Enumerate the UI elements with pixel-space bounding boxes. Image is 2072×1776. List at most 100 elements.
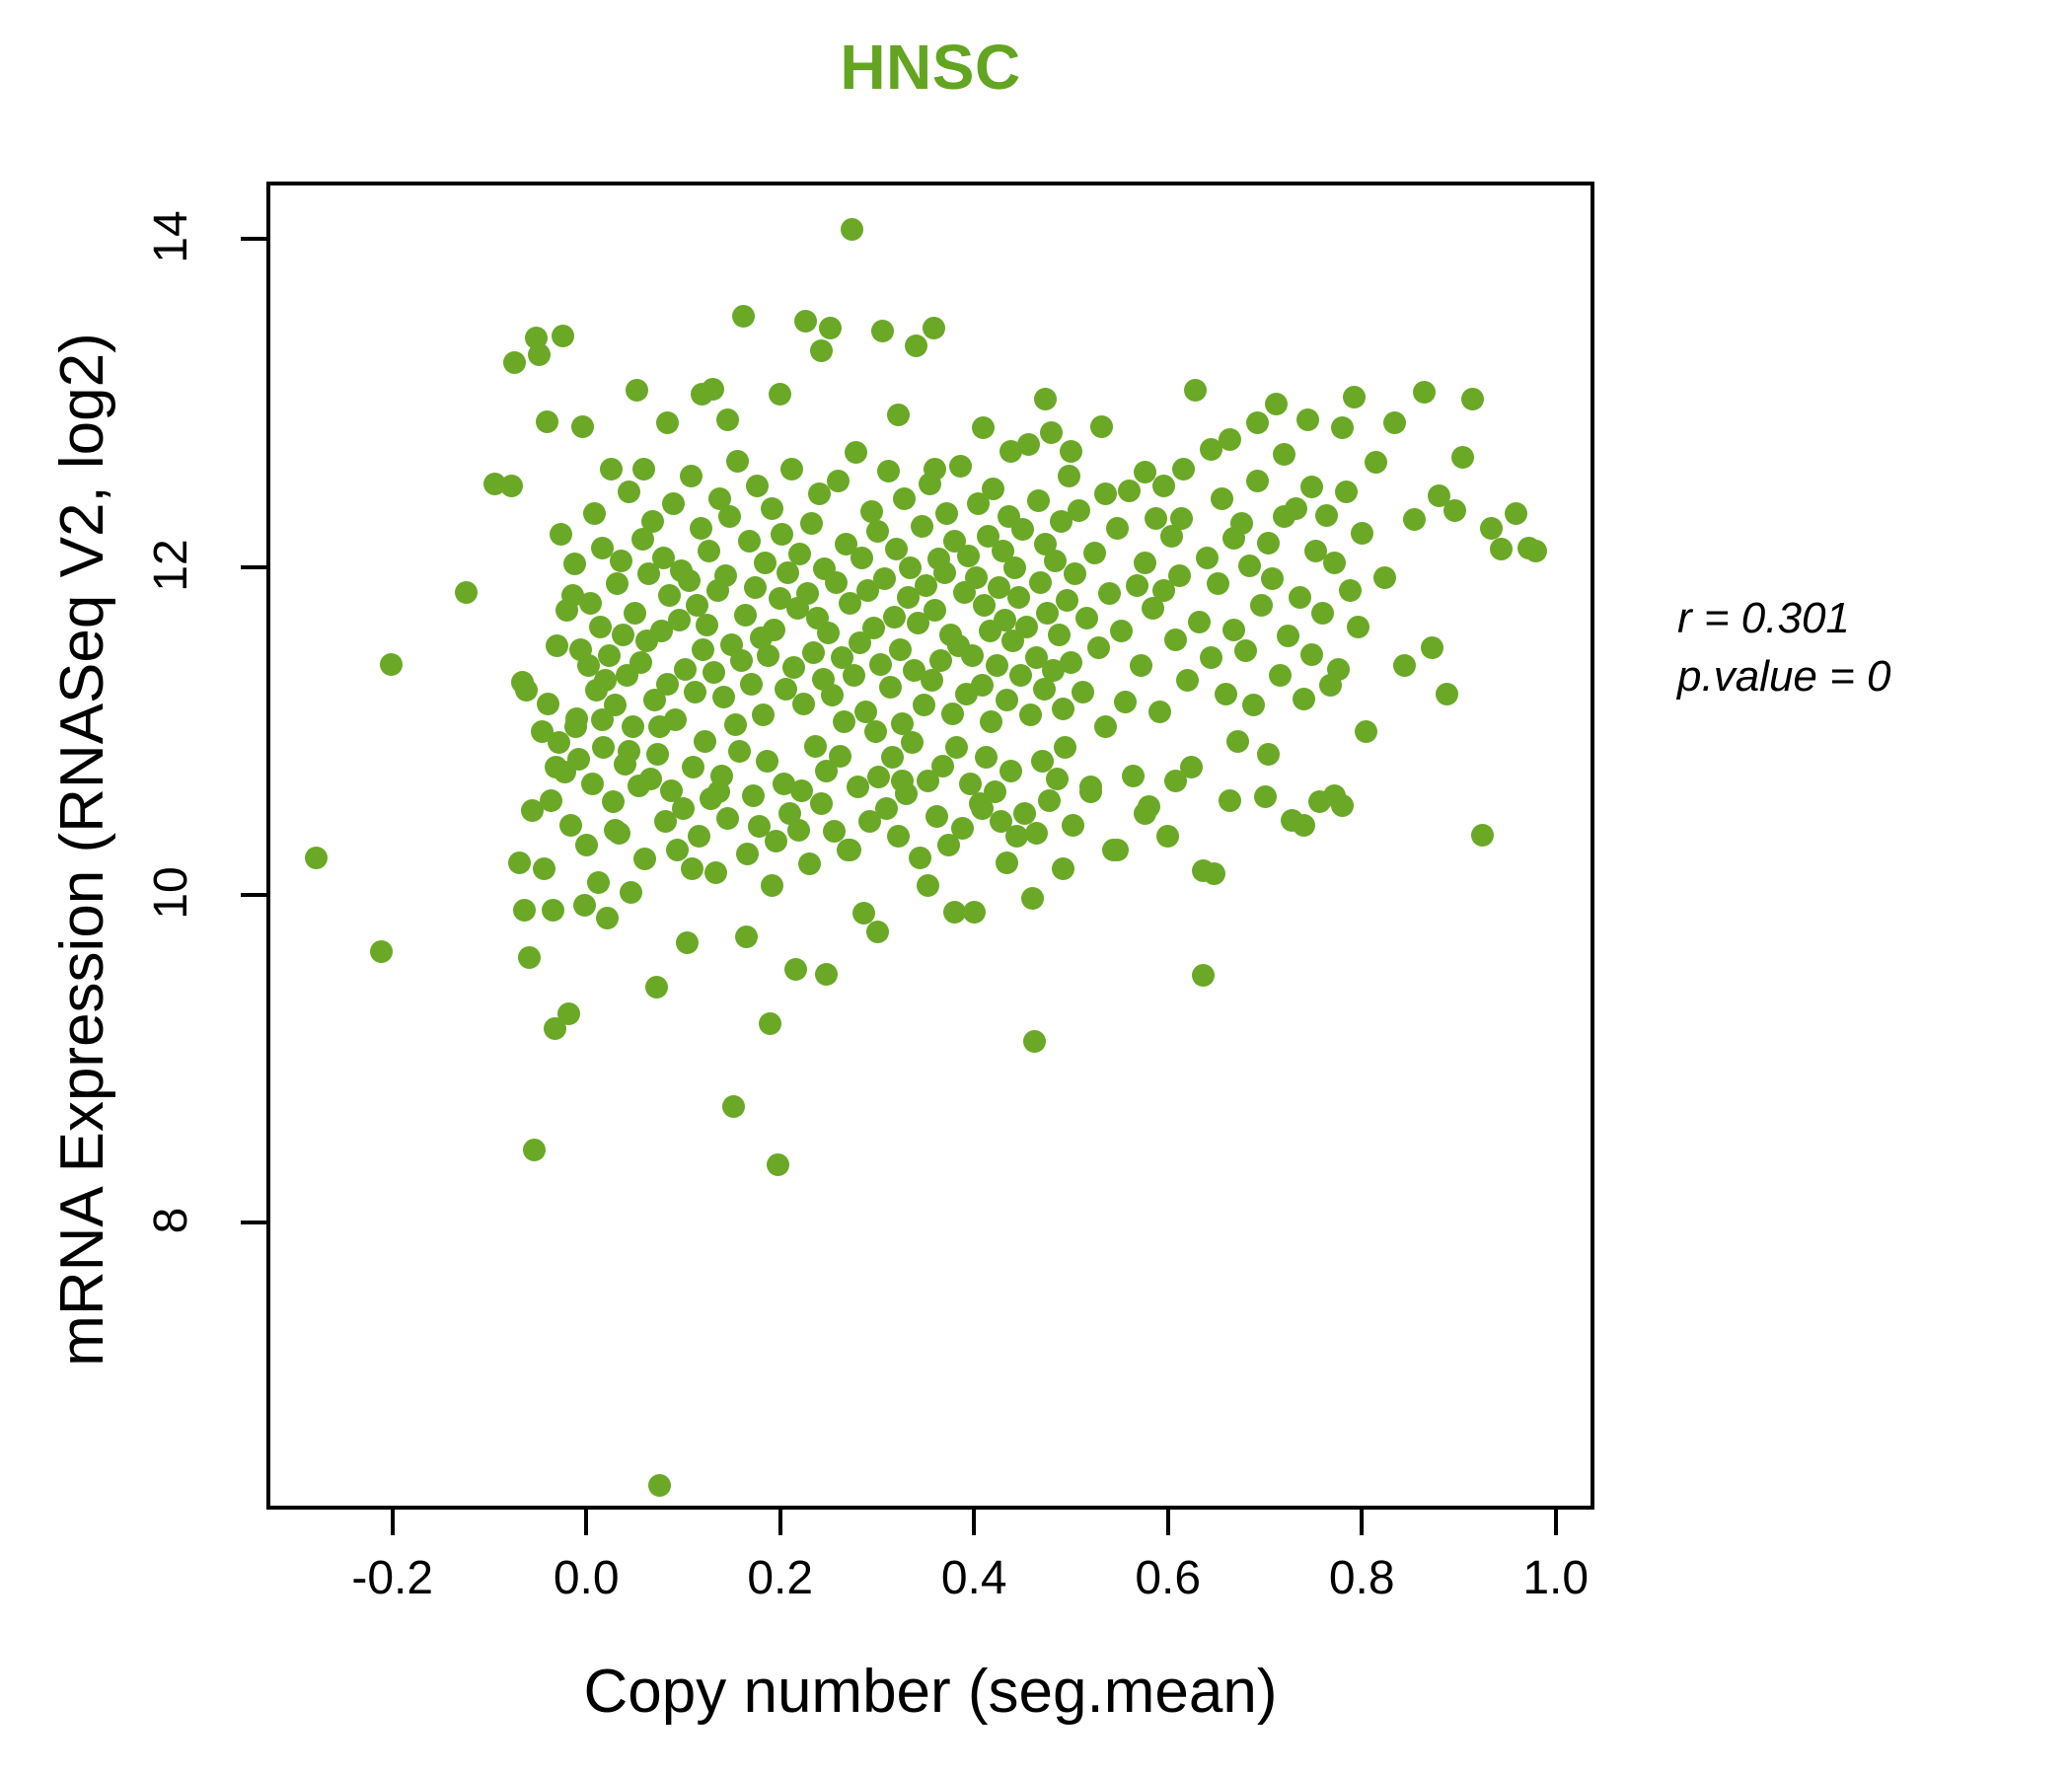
- y-tick-mark: [241, 564, 266, 569]
- scatter-point: [666, 838, 690, 861]
- scatter-point: [922, 317, 945, 340]
- scatter-point: [773, 773, 796, 796]
- correlation-p-label: p.value = 0: [1677, 651, 1891, 701]
- scatter-point: [769, 587, 792, 611]
- x-tick-mark: [390, 1510, 395, 1535]
- scatter-point: [729, 649, 753, 673]
- scatter-point: [572, 893, 596, 917]
- scatter-point: [1005, 825, 1028, 849]
- scatter-point: [712, 685, 736, 708]
- scatter-point: [675, 931, 699, 955]
- x-tick-mark: [777, 1510, 782, 1535]
- scatter-point: [1060, 439, 1083, 463]
- scatter-point: [1420, 636, 1443, 660]
- scatter-point: [941, 702, 965, 725]
- y-tick-label: 8: [145, 1207, 197, 1234]
- scatter-point: [590, 536, 614, 559]
- scatter-point: [1003, 555, 1027, 579]
- x-tick-label: 0.0: [553, 1552, 620, 1604]
- scatter-point: [550, 523, 573, 547]
- scatter-point: [1008, 664, 1032, 688]
- scatter-point: [722, 1095, 746, 1119]
- scatter-point: [1187, 610, 1211, 633]
- scatter-point: [1191, 964, 1215, 988]
- scatter-point: [1110, 620, 1134, 643]
- scatter-point: [809, 791, 833, 815]
- scatter-point: [1249, 593, 1273, 617]
- scatter-point: [1042, 659, 1066, 683]
- scatter-point: [1106, 516, 1130, 540]
- y-tick-label: 10: [145, 866, 197, 920]
- scatter-point: [517, 946, 541, 970]
- scatter-point: [1038, 788, 1062, 812]
- scatter-point: [540, 788, 563, 812]
- scatter-point: [1006, 585, 1030, 609]
- scatter-point: [716, 806, 740, 830]
- scatter-point: [1052, 697, 1075, 720]
- scatter-point: [718, 505, 742, 529]
- scatter-point: [962, 900, 986, 924]
- scatter-point: [745, 474, 769, 497]
- scatter-point: [735, 843, 759, 866]
- scatter-point: [574, 833, 598, 856]
- y-tick-mark: [241, 237, 266, 242]
- scatter-point: [680, 857, 703, 881]
- scatter-point: [693, 729, 716, 753]
- scatter-point: [563, 714, 587, 738]
- scatter-point: [642, 689, 666, 712]
- scatter-point: [999, 439, 1023, 463]
- scatter-point: [821, 684, 845, 707]
- scatter-point: [679, 464, 703, 487]
- scatter-point: [844, 441, 867, 465]
- scatter-point: [956, 545, 980, 568]
- scatter-point: [974, 746, 998, 770]
- scatter-point: [797, 852, 821, 876]
- scatter-point: [1160, 525, 1184, 549]
- scatter-point: [933, 560, 957, 584]
- scatter-point: [1082, 541, 1106, 564]
- scatter-point: [648, 714, 672, 738]
- scatter-point: [908, 846, 931, 869]
- scatter-point: [532, 857, 555, 881]
- scatter-point: [662, 491, 686, 515]
- scatter-point: [1207, 572, 1230, 596]
- scatter-point: [604, 818, 628, 842]
- scatter-point: [1288, 585, 1311, 609]
- scatter-point: [689, 516, 712, 540]
- scatter-point: [1030, 749, 1054, 773]
- scatter-point: [1323, 551, 1347, 574]
- scatter-point: [986, 654, 1009, 678]
- scatter-point: [1171, 457, 1195, 481]
- scatter-point: [1222, 618, 1246, 641]
- y-axis-title: mRNA Expression (RNASeq V2, log2): [48, 333, 116, 1367]
- scatter-point: [815, 962, 839, 986]
- scatter-point: [1412, 380, 1436, 404]
- scatter-point: [514, 679, 538, 703]
- scatter-point: [759, 1011, 782, 1035]
- scatter-point: [881, 746, 905, 770]
- scatter-point: [542, 898, 565, 922]
- scatter-point: [656, 411, 680, 435]
- scatter-point: [1350, 521, 1373, 545]
- scatter-point: [972, 593, 996, 617]
- scatter-point: [1292, 687, 1315, 710]
- scatter-point: [916, 874, 939, 898]
- scatter-point: [527, 342, 551, 366]
- scatter-point: [1183, 379, 1207, 403]
- scatter-point: [904, 334, 927, 358]
- scatter-point: [817, 622, 841, 645]
- scatter-point: [612, 623, 635, 646]
- scatter-point: [980, 709, 1003, 733]
- x-axis-title: Copy number (seg.mean): [583, 1658, 1278, 1726]
- scatter-point: [1036, 602, 1060, 626]
- scatter-point: [1480, 516, 1504, 540]
- scatter-point: [1060, 651, 1083, 675]
- scatter-point: [1323, 783, 1347, 807]
- scatter-point: [863, 719, 887, 743]
- scatter-point: [1253, 785, 1277, 809]
- scatter-point: [594, 669, 618, 693]
- scatter-point: [757, 644, 780, 668]
- x-tick-label: -0.2: [351, 1552, 434, 1604]
- scatter-point: [793, 310, 817, 333]
- scatter-point: [958, 773, 982, 796]
